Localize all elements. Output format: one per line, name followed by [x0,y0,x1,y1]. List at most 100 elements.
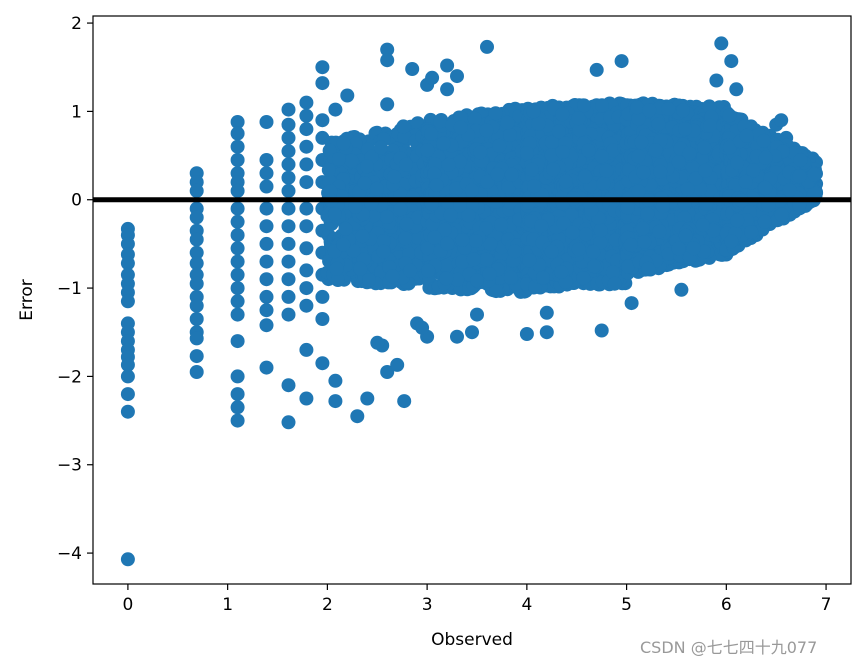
data-point [436,136,451,151]
data-point [299,122,314,137]
data-point [327,207,342,222]
data-point [624,296,639,311]
data-point [479,123,494,138]
data-point [599,163,614,178]
data-point [576,271,591,286]
data-point [120,387,135,402]
data-point [281,102,296,117]
data-point [455,254,470,269]
data-point [230,369,245,384]
data-point [473,145,488,160]
data-point [724,54,739,69]
data-point [230,413,245,428]
data-point [299,175,314,190]
data-point [468,234,483,248]
data-point [429,178,444,193]
data-point [299,108,314,123]
data-point [346,243,361,258]
data-point [551,124,566,139]
data-point [230,201,245,216]
data-point [393,202,408,217]
data-point [579,227,593,242]
data-point [360,391,375,406]
data-point [120,256,135,271]
data-point [230,214,245,229]
data-point [480,174,495,189]
data-point [315,312,330,326]
data-point [399,157,413,172]
data-point [492,138,507,153]
data-point [281,378,296,393]
data-point [595,98,609,113]
data-point [259,166,274,181]
data-point [259,236,274,251]
data-point [470,307,484,322]
data-point [398,231,413,246]
data-point [536,270,550,285]
data-point [425,70,440,85]
data-point [709,73,724,88]
data-point [120,369,135,384]
points-layer [120,36,824,567]
data-point [189,312,204,326]
data-point [230,126,245,141]
data-point [554,265,569,279]
data-point [399,217,414,231]
data-point [390,357,405,372]
data-point [362,273,376,287]
data-point [189,256,204,271]
data-point [353,261,368,276]
data-point [299,298,314,313]
data-point [350,409,365,424]
data-point [230,115,245,129]
data-point [259,153,274,167]
data-point [397,394,412,409]
data-point [464,183,479,198]
data-point [336,237,351,252]
data-point [501,180,516,195]
data-point [315,356,330,371]
data-point [299,391,314,406]
data-point [281,289,296,304]
data-point [299,342,314,357]
data-point [571,111,586,126]
data-point [531,116,546,131]
data-point [230,387,245,402]
data-point [355,229,370,244]
data-point [281,201,296,216]
data-point [482,267,497,281]
data-point [230,400,245,415]
data-point [522,253,537,268]
data-point [259,179,274,194]
data-point [376,244,391,259]
data-point [581,143,596,158]
data-point [299,95,314,110]
data-point [774,113,789,128]
data-point [230,267,245,282]
data-point [396,119,411,134]
data-point [596,176,611,191]
data-point [466,252,481,267]
data-point [230,334,245,349]
data-point [479,252,494,267]
data-point [441,157,456,172]
data-point [453,110,468,125]
data-point [189,210,204,225]
data-point [488,106,503,121]
data-point [427,166,442,181]
data-point [299,281,314,296]
data-point [465,325,479,340]
data-point [338,221,353,236]
data-point [607,276,622,291]
data-point [230,139,245,154]
data-point [674,282,689,297]
data-point [467,111,482,126]
data-point [281,219,296,234]
data-point [589,62,604,77]
data-point [526,104,541,119]
data-point [344,153,359,168]
data-point [403,263,418,278]
data-point [321,162,336,177]
data-point [587,259,602,274]
data-point [281,415,296,430]
